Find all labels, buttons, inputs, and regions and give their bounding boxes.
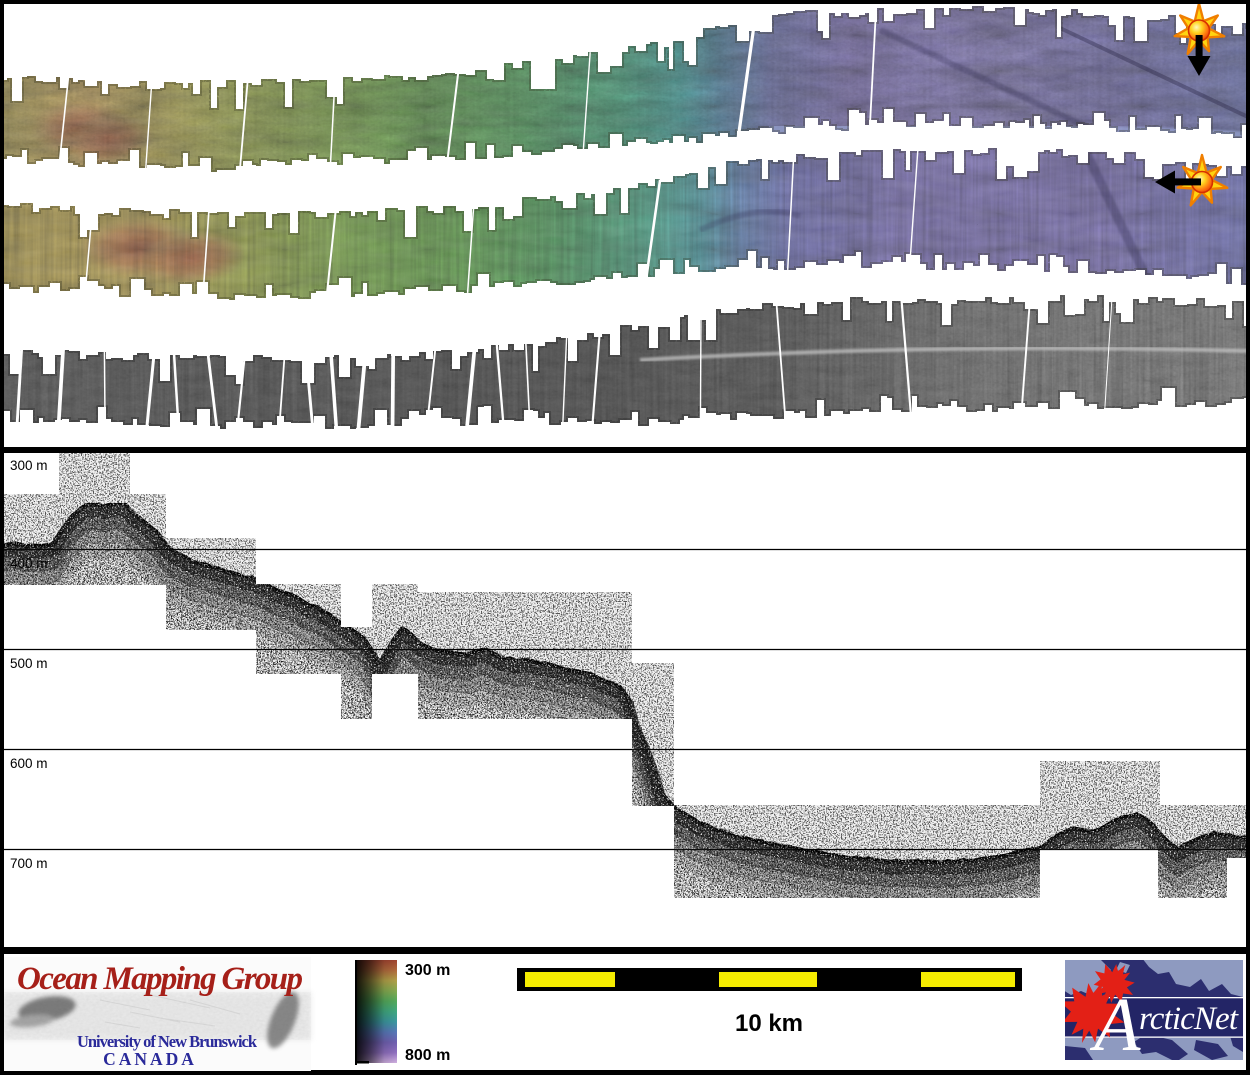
svg-text:300 m: 300 m [10, 458, 48, 473]
svg-text:A: A [1089, 983, 1141, 1067]
svg-text:Ocean Mapping Group: Ocean Mapping Group [17, 961, 303, 997]
svg-text:800 m: 800 m [405, 1047, 450, 1064]
svg-text:300 m: 300 m [405, 962, 450, 979]
svg-text:10 km: 10 km [735, 1010, 803, 1037]
svg-text:CANADA: CANADA [103, 1049, 197, 1069]
svg-text:rcticNet: rcticNet [1139, 1001, 1239, 1037]
svg-text:600 m: 600 m [10, 756, 48, 771]
svg-text:500 m: 500 m [10, 656, 48, 671]
svg-text:400 m: 400 m [10, 556, 48, 571]
svg-text:700 m: 700 m [10, 856, 48, 871]
svg-text:University of New Brunswick: University of New Brunswick [77, 1032, 258, 1051]
